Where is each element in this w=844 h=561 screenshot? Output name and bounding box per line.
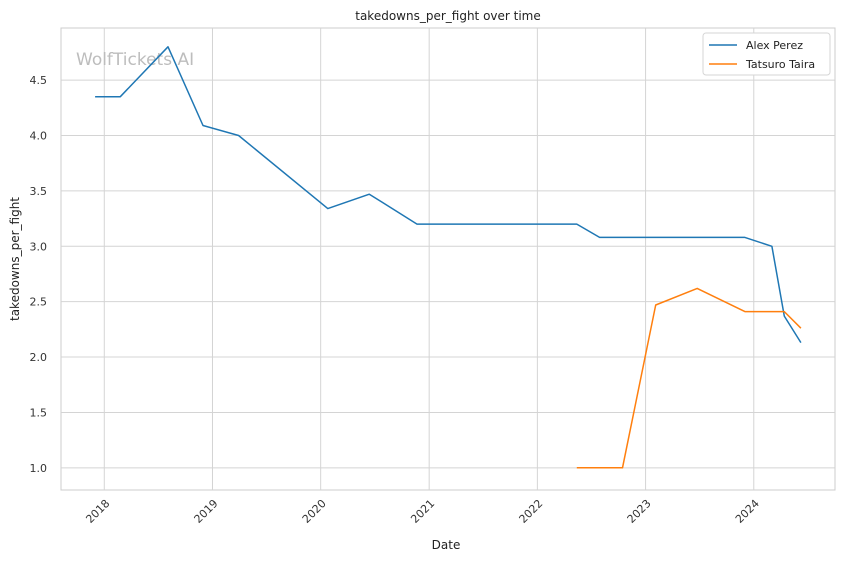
x-tick-labels: 2018 2019 2020 2021 2022 2023 2024 xyxy=(83,497,761,526)
x-tick-label: 2023 xyxy=(625,497,654,526)
x-tick-label: 2021 xyxy=(408,497,437,526)
chart-title: takedowns_per_fight over time xyxy=(355,9,541,23)
y-tick-label: 2.5 xyxy=(30,296,48,309)
x-gridlines xyxy=(103,28,755,490)
x-tick-label: 2020 xyxy=(300,497,329,526)
legend-label-tatsuro-taira: Tatsuro Taira xyxy=(745,58,815,71)
y-tick-label: 1.0 xyxy=(30,462,48,475)
legend: Alex Perez Tatsuro Taira xyxy=(702,32,831,76)
series-layer xyxy=(95,46,802,469)
watermark-text: WolfTickets AI xyxy=(76,50,194,70)
series-line-tatsuro-taira xyxy=(576,287,802,469)
x-tick-label: 2018 xyxy=(83,497,112,526)
x-tick-label: 2019 xyxy=(192,497,221,526)
y-tick-label: 2.0 xyxy=(30,351,48,364)
y-tick-label: 3.0 xyxy=(30,240,48,253)
plot-area xyxy=(60,27,836,491)
legend-label-alex-perez: Alex Perez xyxy=(746,39,803,52)
y-tick-label: 4.5 xyxy=(30,74,48,87)
x-tick-label: 2022 xyxy=(517,497,546,526)
y-tick-label: 3.5 xyxy=(30,185,48,198)
x-axis-label: Date xyxy=(432,538,461,552)
y-tick-labels: 1.0 1.5 2.0 2.5 3.0 3.5 4.0 4.5 xyxy=(30,74,48,475)
y-tick-label: 1.5 xyxy=(30,406,48,419)
y-gridlines xyxy=(61,79,835,469)
series-line-alex-perez xyxy=(95,46,802,343)
y-tick-label: 4.0 xyxy=(30,129,48,142)
y-axis-label: takedowns_per_fight xyxy=(8,197,22,321)
x-tick-label: 2024 xyxy=(733,497,762,526)
